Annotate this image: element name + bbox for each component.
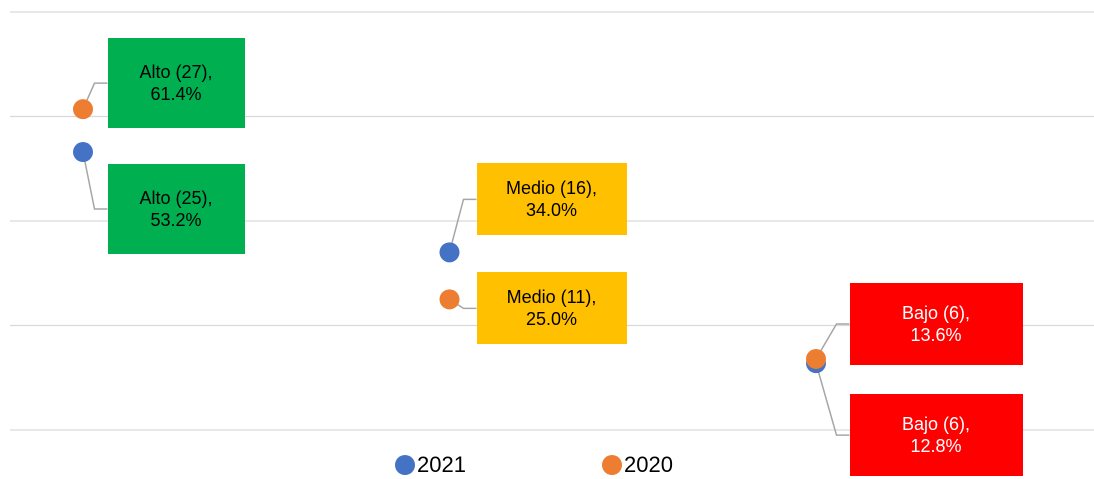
point <box>73 142 93 163</box>
point <box>806 348 826 369</box>
data-label: Alto (25), 53.2% <box>107 164 245 255</box>
data-label: Alto (27), 61.4% <box>107 38 245 129</box>
legend-marker <box>602 455 622 475</box>
point <box>439 289 460 310</box>
leader-line <box>448 198 477 253</box>
data-label: Bajo (6), 13.6% <box>849 282 1023 365</box>
leader-line <box>815 323 850 360</box>
data-label-text: Bajo (6), 13.6% <box>901 302 971 345</box>
data-label-text: Alto (27), 61.4% <box>139 62 213 105</box>
data-label: Bajo (6), 12.8% <box>849 394 1023 477</box>
legend-label: 2021 <box>417 452 466 477</box>
data-label-text: Bajo (6), 12.8% <box>901 414 971 457</box>
data-label-text: Medio (11), 25.0% <box>506 287 597 330</box>
legend-marker <box>395 455 415 475</box>
legend-label: 2020 <box>624 452 673 477</box>
leader-line <box>815 362 850 436</box>
leader-line <box>82 151 108 210</box>
data-label: Medio (11), 25.0% <box>476 272 627 345</box>
data-label-text: Alto (25), 53.2% <box>139 188 213 231</box>
data-label: Medio (16), 34.0% <box>476 163 627 236</box>
data-label-text: Medio (16), 34.0% <box>505 178 598 221</box>
point <box>439 242 460 263</box>
point <box>73 99 93 120</box>
